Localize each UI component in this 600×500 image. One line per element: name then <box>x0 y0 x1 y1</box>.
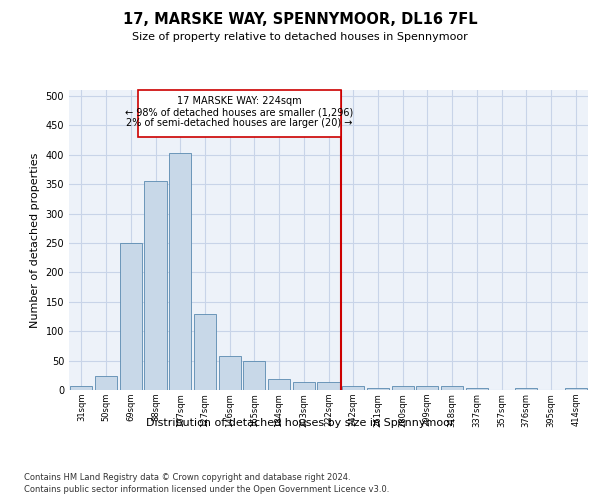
Text: 17 MARSKE WAY: 224sqm: 17 MARSKE WAY: 224sqm <box>177 96 302 106</box>
Text: Contains public sector information licensed under the Open Government Licence v3: Contains public sector information licen… <box>24 485 389 494</box>
Text: ← 98% of detached houses are smaller (1,296): ← 98% of detached houses are smaller (1,… <box>125 108 353 118</box>
Bar <box>169 153 191 390</box>
Text: Size of property relative to detached houses in Spennymoor: Size of property relative to detached ho… <box>132 32 468 42</box>
Bar <box>293 382 315 390</box>
Bar <box>194 314 216 390</box>
Bar <box>317 382 340 390</box>
Bar <box>243 361 265 390</box>
Bar <box>119 243 142 390</box>
Bar <box>268 380 290 390</box>
Bar <box>441 386 463 390</box>
Text: 17, MARSKE WAY, SPENNYMOOR, DL16 7FL: 17, MARSKE WAY, SPENNYMOOR, DL16 7FL <box>122 12 478 28</box>
Bar <box>416 386 439 390</box>
Text: 2% of semi-detached houses are larger (20) →: 2% of semi-detached houses are larger (2… <box>127 118 353 128</box>
Bar <box>70 386 92 390</box>
Bar <box>342 386 364 390</box>
Bar <box>145 181 167 390</box>
Bar <box>515 388 538 390</box>
Bar <box>367 388 389 390</box>
Text: Distribution of detached houses by size in Spennymoor: Distribution of detached houses by size … <box>146 418 454 428</box>
FancyBboxPatch shape <box>138 90 341 137</box>
Y-axis label: Number of detached properties: Number of detached properties <box>30 152 40 328</box>
Bar <box>95 376 117 390</box>
Bar <box>466 388 488 390</box>
Bar <box>565 388 587 390</box>
Bar <box>218 356 241 390</box>
Bar <box>392 386 414 390</box>
Text: Contains HM Land Registry data © Crown copyright and database right 2024.: Contains HM Land Registry data © Crown c… <box>24 472 350 482</box>
